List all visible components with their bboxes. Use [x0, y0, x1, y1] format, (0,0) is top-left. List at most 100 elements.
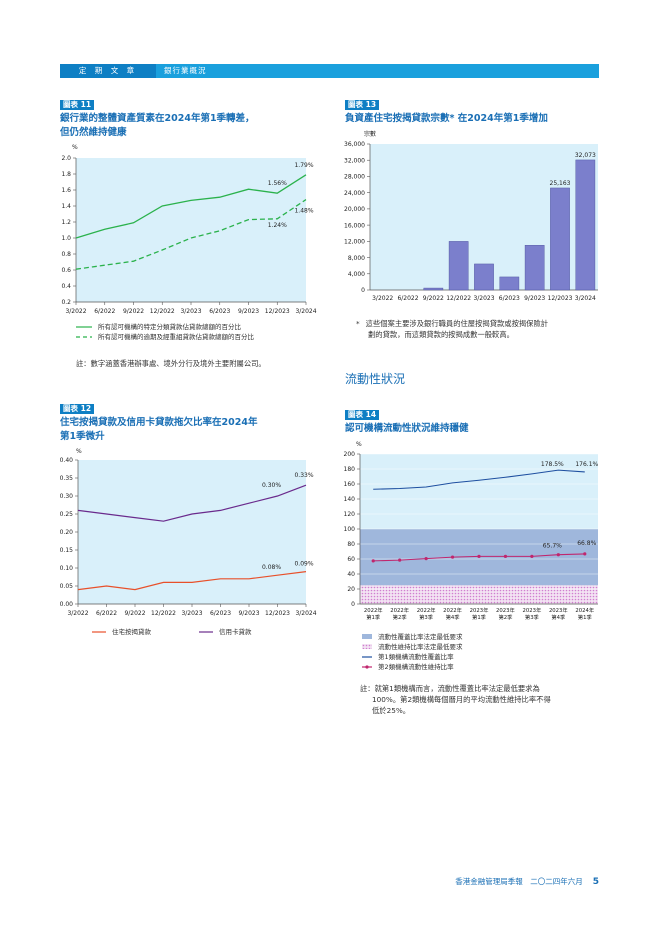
chart12-legend: 住宅按揭貸款 信用卡貸款 [92, 627, 252, 637]
footer: 香港金融管理局季報 二〇二四年六月 5 [455, 876, 599, 887]
y-tick-label: 0.25 [60, 511, 74, 518]
y-tick-label: 8,000 [348, 255, 365, 262]
x-tick-label: 9/2023 [238, 610, 259, 617]
bar [575, 159, 596, 291]
bar [499, 276, 520, 291]
y-tick-label: 0 [361, 287, 365, 294]
x-tick-label: 6/2022 [94, 308, 115, 315]
y-unit: % [356, 441, 362, 448]
x-tick-label: 3/2024 [575, 295, 596, 302]
x-tick-label: 2023年 [549, 606, 568, 614]
x-tick-label: 第3季 [419, 613, 434, 621]
series-line-1 [77, 571, 307, 591]
chart14-note-line2: 100%。第2類機構每個曆月的平均流動性維持比率不得 [372, 695, 551, 704]
x-tick-label: 6/2022 [96, 610, 117, 617]
y-tick-label: 100 [344, 526, 356, 533]
chart14-note-line1: 註：就第1類機構而言，流動性覆蓋比率法定最低要求為 [360, 684, 540, 693]
data-label: 0.30% [262, 482, 281, 489]
y-tick-label: 0 [351, 601, 355, 608]
x-tick-label: 12/2023 [265, 610, 290, 617]
x-tick-label: 6/2022 [397, 295, 418, 302]
y-tick-label: 0.15 [60, 547, 74, 554]
lmr-point [556, 553, 560, 557]
x-tick-label: 2023年 [470, 606, 489, 614]
lmr-point [371, 559, 375, 563]
chart13-tag: 圖表 13 [345, 100, 380, 110]
x-tick-label: 第2季 [393, 613, 408, 621]
chart13-title: 負資產住宅按揭貸款宗數* 在2024年第1季增加 [345, 113, 548, 124]
y-tick-label: 1.6 [61, 187, 71, 194]
data-label: 1.48% [294, 208, 313, 215]
chart14-legend1: 流動性覆蓋比率法定最低要求 [378, 633, 463, 641]
subsection-label: 銀行業概況 [164, 66, 207, 75]
y-tick-label: 2.0 [61, 155, 71, 162]
y-tick-label: 40 [347, 571, 355, 578]
chart11-legend1: 所有認可機構的特定分類貸款佔貸款總額的百分比 [98, 323, 241, 331]
chart13-note-line2: 劃的貸款，而這類貸款的按揭成數一般較高。 [368, 330, 514, 339]
y-tick-label: 0.20 [60, 529, 74, 536]
header-bar: 定 期 文 章 銀行業概況 [60, 64, 599, 78]
x-tick-label: 3/2022 [67, 610, 88, 617]
chart11-title-line1: 銀行業的整體資產質素在2024年第1季轉差， [60, 113, 255, 124]
x-tick-label: 3/2022 [372, 295, 393, 302]
y-tick-label: 0.2 [61, 299, 71, 306]
x-tick-label: 12/2022 [151, 610, 176, 617]
y-tick-label: 1.8 [61, 171, 71, 178]
chart11: %2.0 1.8 1.6 1.4 1.2 1.0 0.8 0.6 0.4 0.2 3/2022 6/2… [61, 144, 316, 315]
chart12-heading: 圖表 12 住宅按揭貸款及信用卡貸款拖欠比率在2024年 第1季微升 [60, 396, 325, 443]
bar [474, 263, 494, 291]
bar [423, 287, 444, 291]
lcr-line [373, 469, 585, 490]
x-tick-label: 12/2023 [548, 295, 573, 302]
chart12: %0.40 0.35 0.30 0.25 0.20 0.15 0.10 0.05 0.00 3/2… [60, 448, 317, 617]
x-tick-label: 第2季 [498, 613, 513, 621]
plot-area [78, 460, 306, 604]
chart11-title-line2: 但仍然維持健康 [60, 127, 127, 138]
x-tick-label: 6/2023 [209, 308, 230, 315]
data-label: 1.79% [294, 162, 313, 169]
x-tick-label: 9/2023 [238, 308, 259, 315]
y-tick-label: 0.00 [60, 601, 74, 608]
lmr-point [398, 558, 402, 562]
y-tick-label: 0.35 [60, 475, 74, 482]
y-tick-label: 16,000 [344, 222, 365, 229]
y-tick-label: 24,000 [344, 190, 365, 197]
x-tick-label: 12/2023 [265, 308, 290, 315]
chart11-note: 註：數字涵蓋香港辦事處、境外分行及境外主要附屬公司。 [76, 359, 266, 368]
section-heading: 流動性狀況 [345, 372, 406, 386]
lmr-point [477, 554, 481, 558]
y-tick-label: 140 [344, 496, 356, 503]
x-tick-label: 9/2022 [423, 295, 444, 302]
chart11-legend: 所有認可機構的特定分類貸款佔貸款總額的百分比 所有認可機構的逾期及經重組貸款佔貸… [76, 322, 254, 342]
y-tick-label: 120 [344, 511, 356, 518]
series-line-1 [75, 174, 307, 239]
chart13-heading: 圖表 13 負資產住宅按揭貸款宗數* 在2024年第1季增加 [345, 92, 600, 125]
y-tick-label: 28,000 [344, 174, 365, 181]
y-tick-label: 0.40 [60, 457, 74, 464]
chart12-title-line1: 住宅按揭貸款及信用卡貸款拖欠比率在2024年 [60, 417, 258, 428]
lmr-threshold-area [360, 585, 598, 604]
y-tick-label: 20 [347, 586, 355, 593]
y-unit: 宗數 [364, 130, 376, 138]
chart13: 宗數 36,000 32,000 28,000 24,000 20,000 16,000 12… [344, 130, 598, 302]
x-tick-label: 2022年 [390, 606, 409, 614]
data-label: 176.1% [575, 461, 598, 468]
data-label: 25,163 [550, 180, 571, 187]
y-tick-label: 160 [344, 481, 356, 488]
chart13-note: * 這些個案主要涉及銀行職員的住屋按揭貸款或按揭保險計 劃的貸款，而這類貸款的按揭… [356, 318, 601, 340]
y-tick-label: 80 [347, 541, 355, 548]
x-tick-label: 2022年 [443, 606, 462, 614]
bar [448, 241, 469, 291]
y-tick-label: 60 [347, 556, 355, 563]
x-tick-label: 3/2024 [295, 308, 316, 315]
data-label: 178.5% [541, 461, 564, 468]
chart11-tag: 圖表 11 [60, 100, 95, 110]
chart14-legend4: 第2類機構流動性維持比率 [378, 663, 454, 671]
x-tick-label: 6/2023 [210, 610, 231, 617]
y-tick-label: 0.30 [60, 493, 74, 500]
y-tick-label: 12,000 [344, 239, 365, 246]
lmr-point [450, 555, 455, 559]
x-tick-label: 6/2023 [499, 295, 520, 302]
data-label: 1.56% [268, 180, 287, 187]
y-tick-label: 1.4 [61, 203, 71, 210]
